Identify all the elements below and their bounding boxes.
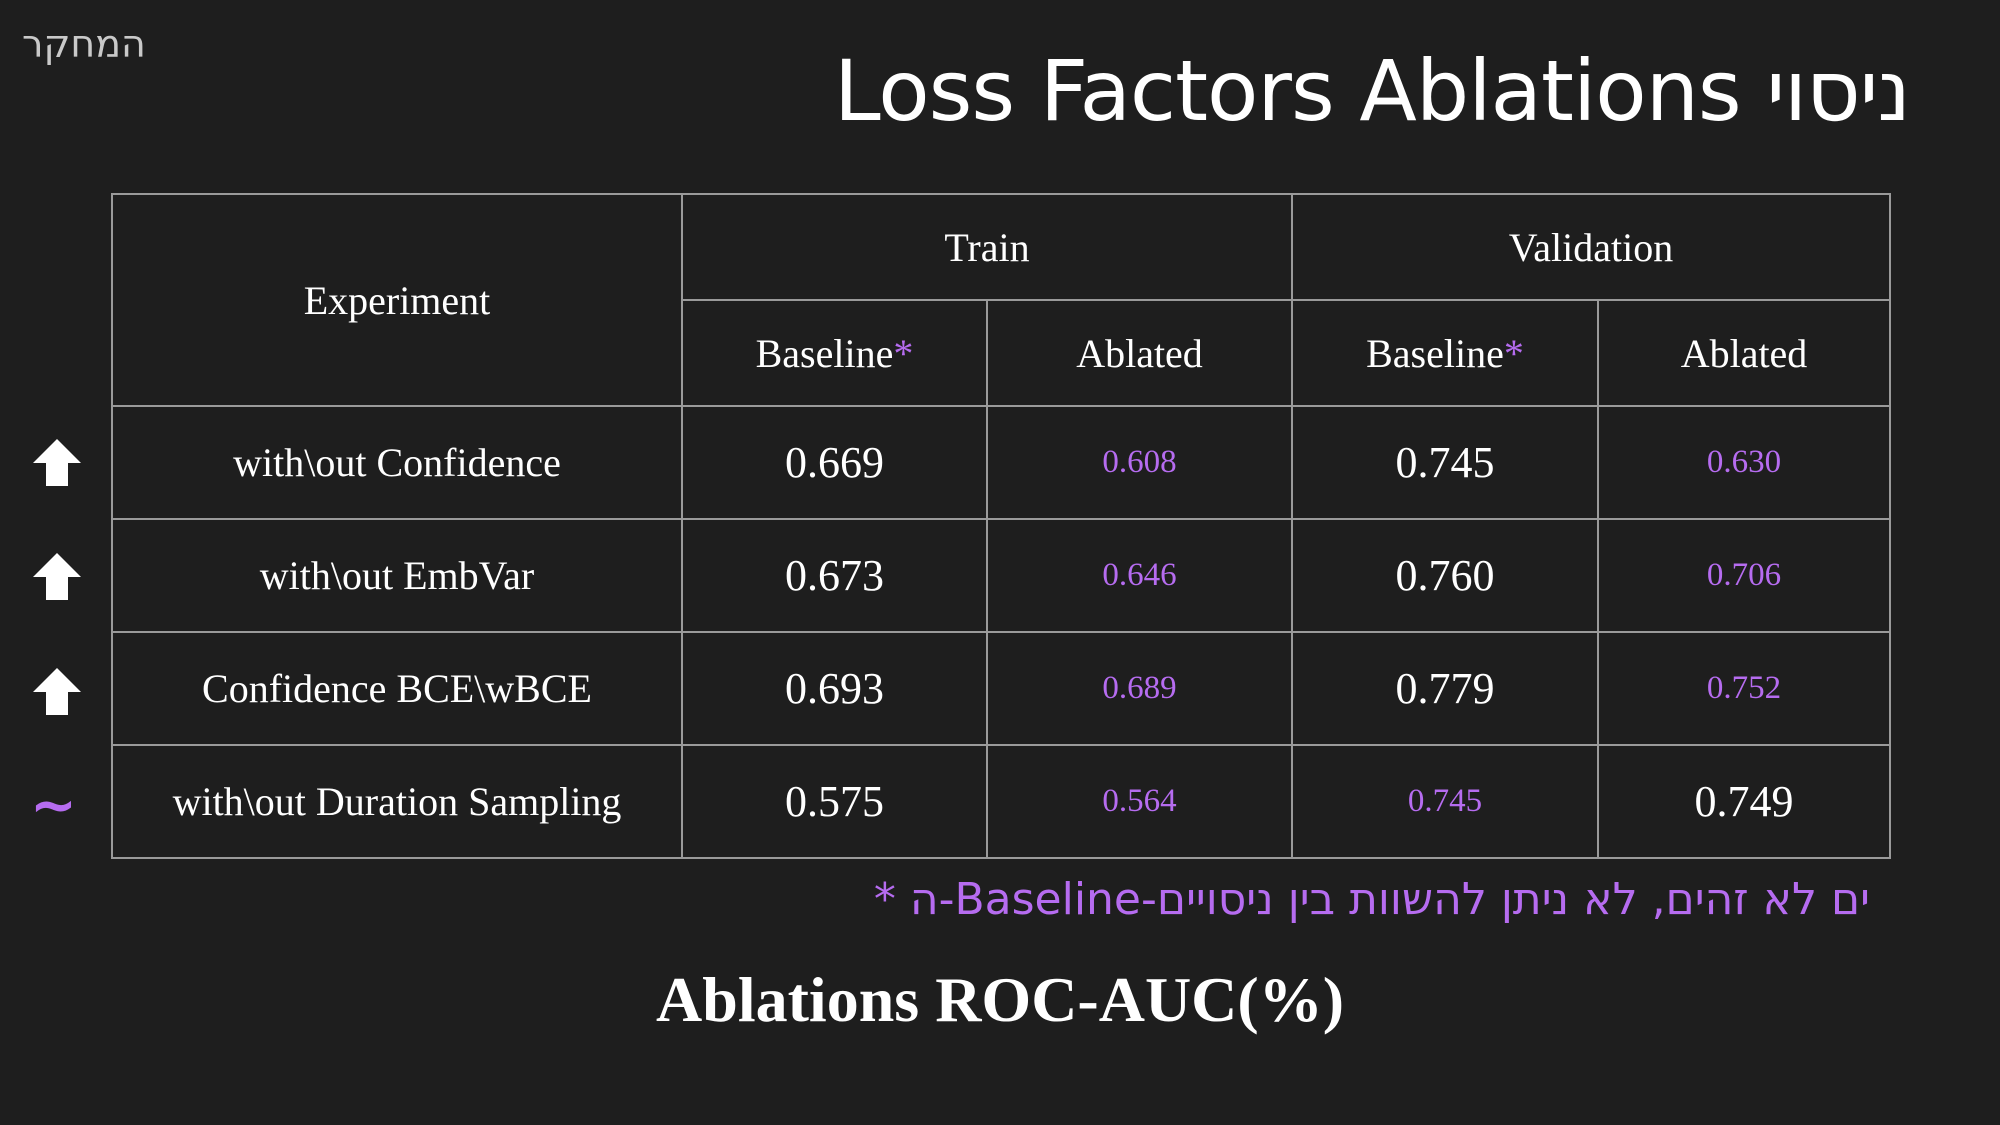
baseline-asterisk: * <box>893 330 914 376</box>
train-ablated-value: 0.689 <box>986 631 1293 746</box>
baseline-label: Baseline <box>1366 330 1504 376</box>
table-caption: Ablations ROC-AUC(%) <box>656 964 1344 1035</box>
results-table: Experiment Train Validation Baseline* Ab… <box>111 193 1892 859</box>
validation-ablated-value: 0.706 <box>1596 518 1892 633</box>
train-ablated-value: 0.564 <box>986 744 1293 859</box>
validation-ablated-value: 0.630 <box>1596 405 1892 520</box>
slide-title: Loss Factors Ablations ניסוי <box>833 42 1911 140</box>
section-label: המחקר <box>22 22 146 66</box>
table-row: with\out Duration Sampling 0.575 0.564 0… <box>111 744 1892 859</box>
baseline-label: Baseline <box>755 330 894 376</box>
validation-ablated-header: Ablated <box>1596 299 1892 407</box>
validation-ablated-value: 0.752 <box>1596 631 1892 746</box>
train-baseline-value: 0.575 <box>681 744 988 859</box>
validation-baseline-header: Baseline* <box>1291 299 1599 407</box>
table-row: with\out Confidence 0.669 0.608 0.745 0.… <box>111 405 1892 520</box>
experiment-header: Experiment <box>111 193 683 407</box>
table-row: with\out EmbVar 0.673 0.646 0.760 0.706 <box>111 518 1892 633</box>
validation-header: Validation <box>1290 193 1892 301</box>
experiment-name: with\out EmbVar <box>111 518 683 633</box>
arrow-up-icon <box>33 553 81 600</box>
tilde-icon: ~ <box>30 773 77 838</box>
validation-baseline-value: 0.779 <box>1291 631 1599 746</box>
experiment-name: Confidence BCE\wBCE <box>111 631 683 746</box>
arrow-up-icon <box>33 668 81 715</box>
train-baseline-value: 0.693 <box>681 631 988 746</box>
experiment-name: with\out Duration Sampling <box>111 744 683 859</box>
train-baseline-value: 0.673 <box>681 518 988 633</box>
table-row: Confidence BCE\wBCE 0.693 0.689 0.779 0.… <box>111 631 1892 746</box>
baseline-asterisk: * <box>1503 330 1524 376</box>
validation-baseline-value: 0.745 <box>1291 405 1599 520</box>
train-ablated-value: 0.646 <box>986 518 1293 633</box>
validation-baseline-value: 0.745 <box>1291 744 1599 859</box>
footnote: * ה-Baseline-ים לא זהים, לא ניתן להשוות … <box>873 874 1870 925</box>
arrow-up-icon <box>33 439 81 486</box>
train-ablated-value: 0.608 <box>986 405 1293 520</box>
train-baseline-header: Baseline* <box>681 299 988 407</box>
train-ablated-header: Ablated <box>986 299 1293 407</box>
validation-ablated-value: 0.749 <box>1596 744 1892 859</box>
train-header: Train <box>681 193 1293 301</box>
validation-baseline-value: 0.760 <box>1291 518 1599 633</box>
train-baseline-value: 0.669 <box>681 405 988 520</box>
experiment-name: with\out Confidence <box>111 405 683 520</box>
